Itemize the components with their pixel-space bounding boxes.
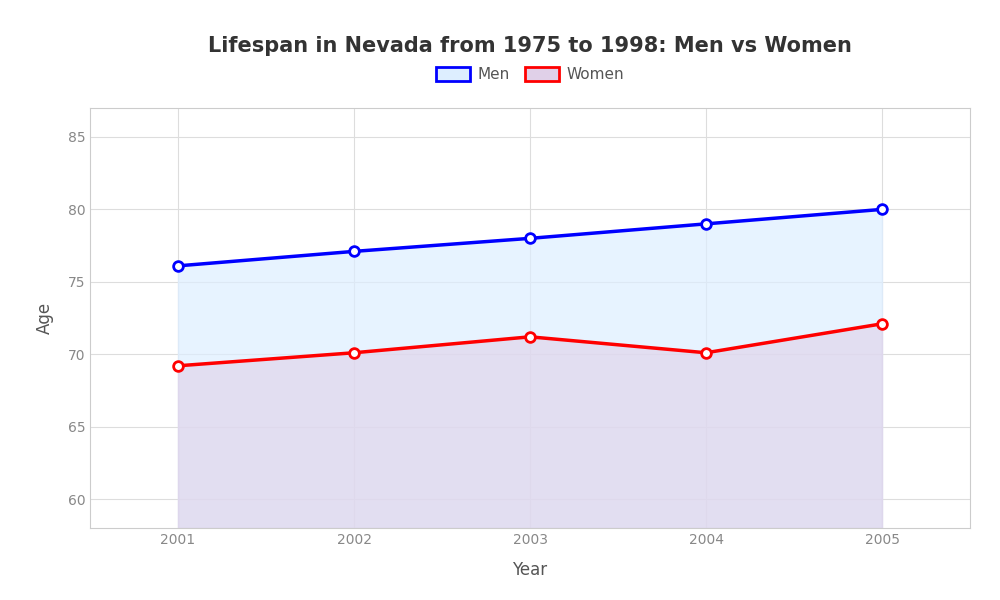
Y-axis label: Age: Age [36,302,54,334]
Legend: Men, Women: Men, Women [430,61,630,88]
Title: Lifespan in Nevada from 1975 to 1998: Men vs Women: Lifespan in Nevada from 1975 to 1998: Me… [208,37,852,56]
X-axis label: Year: Year [512,561,548,579]
